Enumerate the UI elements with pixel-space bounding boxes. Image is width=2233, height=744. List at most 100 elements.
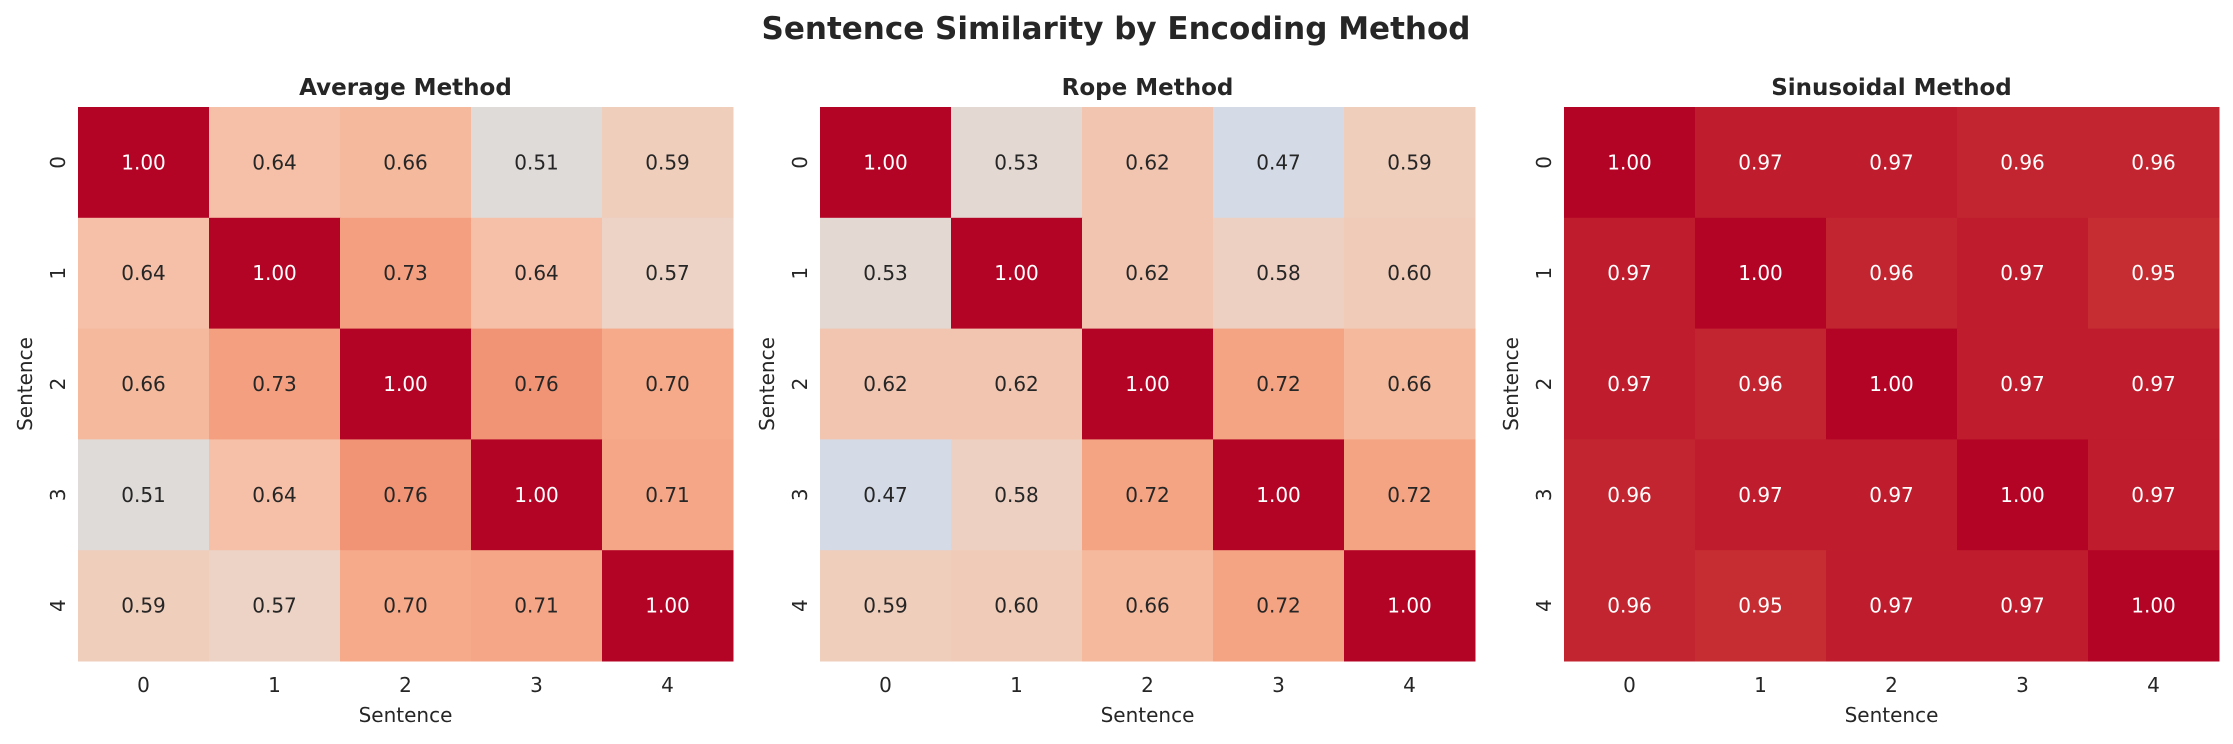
heatmap-cell <box>471 439 603 551</box>
heatmap-cell <box>1564 107 1696 219</box>
heatmap-cell <box>2088 550 2220 662</box>
heatmap-cell <box>1826 328 1958 440</box>
cell-annotation: 0.59 <box>645 150 690 174</box>
cell-annotation: 0.51 <box>121 483 166 507</box>
heatmap-cell <box>1695 439 1827 551</box>
heatmap-cell <box>602 439 734 551</box>
cell-annotation: 1.00 <box>1607 150 1652 174</box>
cell-annotation: 0.72 <box>1256 594 1301 618</box>
cell-annotation: 1.00 <box>383 372 428 396</box>
cell-annotation: 1.00 <box>645 594 690 618</box>
x-tick-label: 0 <box>879 673 892 697</box>
cell-annotation: 0.64 <box>252 483 297 507</box>
heatmap-cell <box>209 439 341 551</box>
heatmap-cell <box>1957 550 2089 662</box>
cell-annotation: 0.66 <box>383 150 428 174</box>
cell-annotation: 1.00 <box>1125 372 1170 396</box>
x-tick-label: 3 <box>530 673 543 697</box>
heatmap-cell <box>602 328 734 440</box>
heatmap-cell <box>78 107 210 219</box>
heatmap-cell <box>1826 439 1958 551</box>
heatmap-cell <box>820 328 952 440</box>
heatmap-cell <box>820 217 952 330</box>
heatmap-cell <box>340 439 472 551</box>
cell-annotation: 0.71 <box>514 594 559 618</box>
figure-title: Sentence Similarity by Encoding Method <box>762 11 1471 47</box>
heatmap-cell <box>78 550 210 662</box>
heatmap-cell <box>602 550 734 662</box>
cell-annotation: 0.97 <box>2131 372 2176 396</box>
heatmap-cell <box>1082 439 1214 551</box>
cell-annotation: 0.66 <box>1125 594 1170 618</box>
cell-annotation: 0.97 <box>2000 372 2045 396</box>
y-tick-label: 3 <box>788 488 812 501</box>
cell-annotation: 0.73 <box>252 372 297 396</box>
heatmap-cell <box>1957 107 2089 219</box>
heatmap-cell <box>340 328 472 440</box>
cell-annotation: 0.97 <box>2000 594 2045 618</box>
cell-annotation: 0.62 <box>1125 150 1170 174</box>
heatmap-cell <box>951 439 1083 551</box>
heatmap-cell <box>1695 550 1827 662</box>
heatmap-cell <box>1213 217 1345 330</box>
cell-annotation: 0.64 <box>121 261 166 285</box>
heatmap-panel-2: Sinusoidal Method 1.00 0.97 0.97 0.96 0.96 0.9… <box>1499 75 2220 727</box>
cell-annotation: 0.96 <box>2131 150 2176 174</box>
heatmap-cell <box>209 550 341 662</box>
heatmap-cell <box>951 550 1083 662</box>
cell-annotation: 0.97 <box>2131 483 2176 507</box>
cell-annotation: 0.97 <box>1869 594 1914 618</box>
y-tick-label: 4 <box>46 599 70 612</box>
cell-annotation: 0.59 <box>863 594 908 618</box>
heatmap-cell <box>471 328 603 440</box>
heatmap-cell <box>1344 107 1476 219</box>
cell-annotation: 0.59 <box>1387 150 1432 174</box>
cell-annotation: 0.47 <box>1256 150 1301 174</box>
cell-annotation: 0.62 <box>1125 261 1170 285</box>
cell-annotation: 0.70 <box>645 372 690 396</box>
cell-annotation: 1.00 <box>1738 261 1783 285</box>
heatmap-cell <box>2088 107 2220 219</box>
heatmap-cell <box>1957 439 2089 551</box>
x-axis-label: Sentence <box>359 703 453 727</box>
cell-annotation: 0.96 <box>1607 483 1652 507</box>
y-tick-label: 3 <box>46 488 70 501</box>
heatmap-cell <box>1344 439 1476 551</box>
heatmap-panel-0: Average Method 1.00 0.64 0.66 0.51 0.59 0.64 1.… <box>13 75 734 727</box>
cell-annotation: 1.00 <box>252 261 297 285</box>
heatmap-cell <box>1695 217 1827 330</box>
heatmap-cell <box>1564 439 1696 551</box>
cell-annotation: 1.00 <box>994 261 1039 285</box>
heatmap-cell <box>1082 328 1214 440</box>
cell-annotation: 0.96 <box>1607 594 1652 618</box>
y-tick-label: 1 <box>788 267 812 280</box>
cell-annotation: 0.97 <box>1607 261 1652 285</box>
heatmap-cell <box>1213 328 1345 440</box>
cell-annotation: 0.97 <box>1738 150 1783 174</box>
cell-annotation: 0.57 <box>645 261 690 285</box>
y-tick-label: 4 <box>1532 599 1556 612</box>
y-tick-label: 2 <box>788 378 812 391</box>
cell-annotation: 0.60 <box>1387 261 1432 285</box>
heatmap-cell <box>1826 107 1958 219</box>
y-tick-label: 0 <box>46 156 70 169</box>
x-axis-label: Sentence <box>1845 703 1939 727</box>
heatmap-cell <box>1957 328 2089 440</box>
cell-annotation: 0.96 <box>1738 372 1783 396</box>
cell-annotation: 0.97 <box>1738 483 1783 507</box>
heatmap-cell <box>602 217 734 330</box>
heatmap-cell <box>1213 439 1345 551</box>
heatmap-cell <box>1213 107 1345 219</box>
y-tick-label: 2 <box>1532 378 1556 391</box>
heatmap-cell <box>209 107 341 219</box>
cell-annotation: 1.00 <box>121 150 166 174</box>
heatmap-cell <box>340 217 472 330</box>
y-tick-label: 0 <box>788 156 812 169</box>
x-tick-label: 1 <box>1010 673 1023 697</box>
cell-annotation: 0.51 <box>514 150 559 174</box>
cell-annotation: 0.72 <box>1387 483 1432 507</box>
heatmap-panel-1: Rope Method 1.00 0.53 0.62 0.47 0.59 0.53 1.00 0… <box>755 75 1476 727</box>
heatmap-cell <box>820 439 952 551</box>
x-tick-label: 1 <box>1754 673 1767 697</box>
